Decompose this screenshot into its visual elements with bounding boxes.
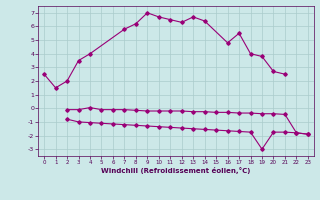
X-axis label: Windchill (Refroidissement éolien,°C): Windchill (Refroidissement éolien,°C) bbox=[101, 167, 251, 174]
